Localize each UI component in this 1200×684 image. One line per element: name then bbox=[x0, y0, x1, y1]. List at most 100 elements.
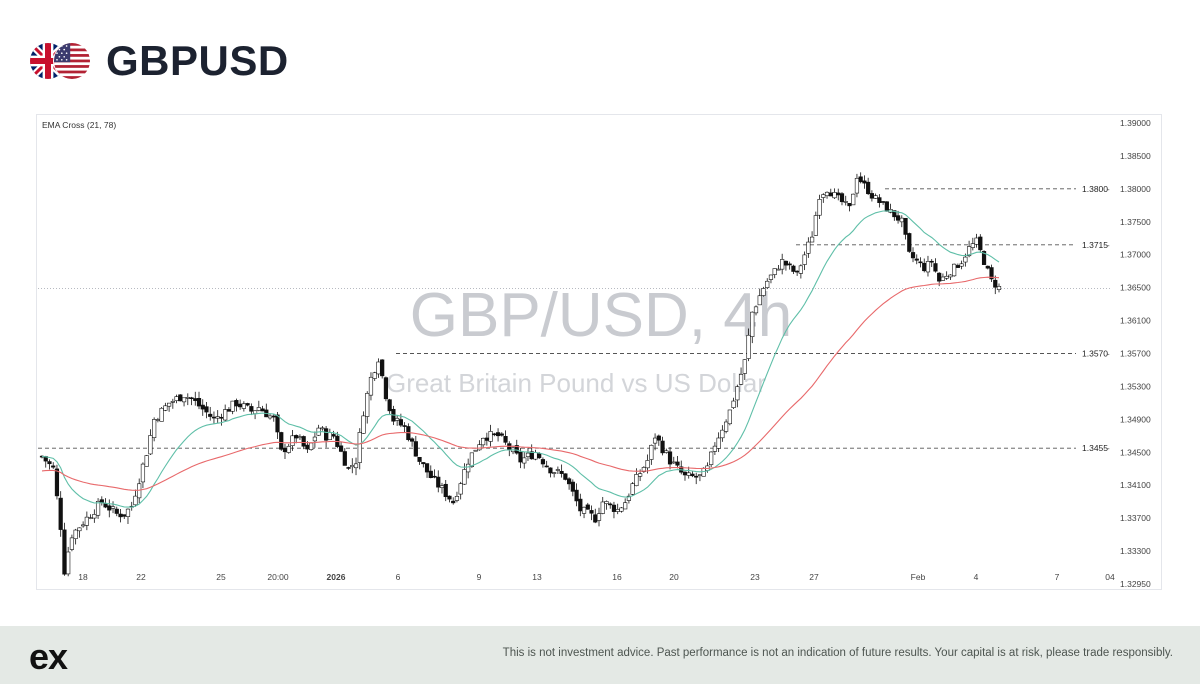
candle-body bbox=[581, 506, 587, 514]
x-tick-label: 04 bbox=[1105, 572, 1115, 582]
candle-body bbox=[133, 495, 138, 506]
candle-body bbox=[813, 215, 818, 236]
candle-body bbox=[828, 192, 833, 197]
candle-body bbox=[346, 467, 351, 469]
candle-body bbox=[963, 256, 968, 263]
y-tick-label: 1.34100 bbox=[1120, 480, 1151, 490]
candle-body bbox=[836, 192, 841, 196]
candle-body bbox=[798, 265, 803, 274]
candle-body bbox=[940, 276, 946, 281]
candle-body bbox=[189, 397, 194, 400]
candle-body bbox=[892, 210, 897, 218]
candle-body bbox=[738, 374, 744, 385]
candle-body bbox=[477, 444, 482, 451]
y-tick-label: 1.32950 bbox=[1120, 579, 1151, 589]
candle-body bbox=[338, 445, 344, 452]
candle-body bbox=[929, 260, 934, 263]
candle-body bbox=[466, 463, 471, 473]
candle-body bbox=[720, 429, 725, 439]
candle-body bbox=[664, 450, 669, 453]
candle-body bbox=[985, 265, 990, 269]
candle-body bbox=[652, 437, 658, 444]
y-tick-label: 1.33300 bbox=[1120, 546, 1151, 556]
x-tick-label: 4 bbox=[974, 572, 979, 582]
candle-body bbox=[51, 465, 56, 468]
candle-body bbox=[144, 455, 149, 467]
candle-body bbox=[559, 470, 564, 474]
candle-body bbox=[802, 254, 807, 265]
candle-body bbox=[462, 469, 467, 485]
candle-body bbox=[454, 496, 460, 501]
level-tick-mark: - bbox=[1107, 350, 1110, 359]
candle-body bbox=[731, 400, 736, 408]
y-tick-label: 1.36100 bbox=[1120, 316, 1151, 326]
candle-body bbox=[959, 263, 964, 267]
candle-body bbox=[484, 437, 489, 441]
candle-body bbox=[499, 433, 504, 436]
ema-78-line bbox=[41, 276, 1000, 491]
candle-body bbox=[518, 451, 523, 463]
candle-body bbox=[417, 456, 422, 462]
candle-body bbox=[776, 268, 781, 271]
candle-body bbox=[312, 436, 317, 442]
candle-body bbox=[768, 274, 774, 280]
y-tick-label: 1.33700 bbox=[1120, 513, 1151, 523]
candle-body bbox=[993, 279, 998, 288]
candle-body bbox=[275, 414, 280, 433]
candle-body bbox=[910, 252, 916, 259]
candle-body bbox=[402, 425, 407, 427]
candle-body bbox=[103, 503, 108, 508]
candle-body bbox=[903, 217, 908, 235]
candle-body bbox=[428, 470, 433, 479]
level-label: 1.3800 bbox=[1082, 184, 1108, 194]
candle-body bbox=[424, 463, 430, 473]
candle-body bbox=[675, 461, 680, 466]
candle-body bbox=[245, 403, 250, 406]
x-tick-label: 16 bbox=[612, 572, 622, 582]
candle-body bbox=[952, 263, 957, 277]
candle-body bbox=[630, 483, 635, 495]
candle-body bbox=[638, 473, 643, 477]
candle-body bbox=[873, 195, 878, 199]
candle-body bbox=[847, 202, 852, 207]
candle-body bbox=[170, 401, 175, 403]
candle-body bbox=[122, 514, 127, 517]
candle-body bbox=[533, 452, 538, 460]
candle-body bbox=[701, 467, 706, 477]
candle-body bbox=[589, 510, 594, 514]
candle-body bbox=[981, 251, 987, 265]
chart-watermark-title: GBP/USD, 4h bbox=[410, 281, 792, 350]
candle-body bbox=[623, 502, 628, 510]
candle-body bbox=[301, 436, 306, 447]
gbpusd-candlestick-chart[interactable]: GBP/USD, 4h Great Britain Pound vs US Dol… bbox=[36, 114, 1162, 590]
candle-body bbox=[881, 201, 886, 203]
candle-body bbox=[563, 473, 568, 480]
candle-body bbox=[716, 437, 721, 449]
candle-body bbox=[140, 463, 146, 483]
candle-body bbox=[791, 265, 796, 272]
candle-body bbox=[854, 177, 860, 194]
y-tick-label: 1.38500 bbox=[1120, 151, 1151, 161]
candle-body bbox=[839, 193, 845, 203]
candle-body bbox=[578, 498, 583, 512]
candle-body bbox=[611, 504, 617, 512]
candle-body bbox=[858, 176, 863, 183]
candle-body bbox=[996, 286, 1002, 290]
y-tick-label: 1.35300 bbox=[1120, 381, 1151, 391]
candle-body bbox=[866, 181, 871, 195]
candle-body bbox=[727, 409, 732, 425]
candle-body bbox=[181, 397, 187, 403]
candle-body bbox=[286, 445, 291, 453]
candle-body bbox=[525, 452, 531, 457]
candle-body bbox=[249, 406, 254, 412]
y-tick-label: 1.37000 bbox=[1120, 250, 1151, 260]
candle-body bbox=[458, 483, 463, 495]
candle-body bbox=[851, 193, 856, 206]
candle-body bbox=[380, 359, 385, 377]
candle-body bbox=[634, 474, 639, 487]
candle-body bbox=[772, 268, 777, 275]
candle-body bbox=[357, 432, 362, 463]
currency-flags bbox=[30, 41, 92, 81]
candle-body bbox=[421, 462, 426, 465]
candle-body bbox=[443, 483, 448, 498]
